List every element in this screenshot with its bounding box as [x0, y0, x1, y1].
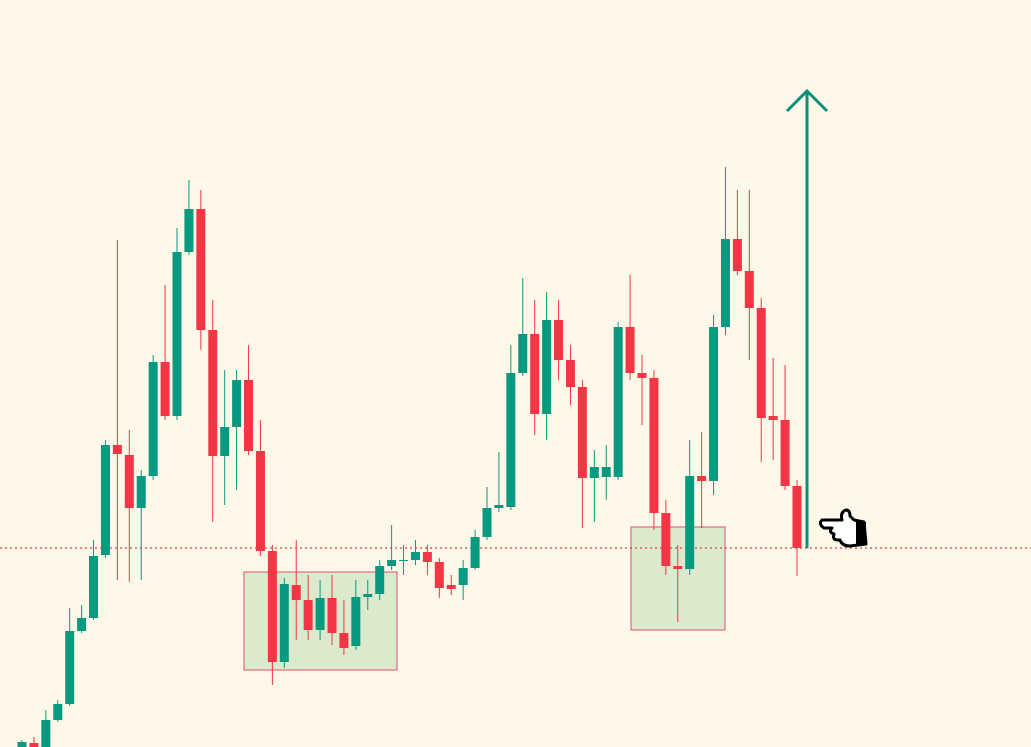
candle-body [577, 387, 587, 478]
candle-body [100, 445, 110, 555]
candle-body [470, 537, 480, 568]
candle-body [375, 566, 385, 594]
candle-body [458, 568, 468, 585]
candle-body [625, 327, 635, 373]
candle-body [673, 566, 683, 569]
candle-body [160, 362, 170, 416]
candle-body [255, 451, 265, 551]
candle-body [399, 560, 409, 561]
candle-body [148, 362, 158, 476]
candle-body [220, 427, 230, 456]
candle-body [363, 594, 373, 597]
candle-body [422, 552, 432, 562]
candle-body [732, 239, 742, 271]
candle-body [518, 334, 528, 373]
candle-body [77, 618, 87, 631]
candle-body [267, 551, 277, 662]
candle-body [339, 633, 349, 648]
candle-body [554, 320, 564, 360]
candle-body [613, 327, 623, 477]
candle-body [685, 476, 695, 569]
candle-body [482, 508, 492, 537]
candle-body [530, 334, 540, 414]
candle-body [601, 467, 611, 477]
candle-body [387, 560, 397, 566]
candle-body [244, 380, 254, 451]
candle-body [589, 467, 599, 478]
candle-body [89, 556, 99, 618]
candle-body [709, 327, 719, 481]
candle-body [506, 373, 516, 507]
candle-body [410, 552, 420, 560]
pointing-hand [818, 508, 868, 548]
candles [17, 167, 802, 747]
candle-body [756, 308, 766, 418]
target-arrow [785, 88, 829, 548]
candle-body [124, 455, 134, 508]
candle-body [661, 513, 671, 566]
candle-body [136, 476, 146, 508]
candle-body [649, 378, 659, 513]
candle-body [768, 416, 778, 420]
candle-body [565, 360, 575, 387]
candle-body [351, 597, 361, 646]
candle-body [53, 704, 63, 720]
candle-body [232, 380, 242, 427]
candle-body [41, 720, 51, 747]
candle-body [327, 598, 337, 633]
hand-outline [818, 508, 868, 548]
candle-body [315, 598, 325, 630]
candle-body [172, 252, 182, 416]
candle-body [196, 209, 206, 330]
candle-body [112, 445, 122, 454]
candle-body [303, 600, 313, 630]
candle-body [494, 505, 504, 508]
candle-body [208, 330, 218, 456]
candle-body [637, 373, 647, 378]
candle-body [65, 631, 75, 704]
candle-body [542, 320, 552, 414]
candle-body [780, 420, 790, 486]
candle-body [446, 585, 456, 589]
candle-body [279, 584, 289, 662]
arrow-head [785, 88, 829, 113]
candle-body [184, 209, 194, 252]
candle-body [744, 271, 754, 308]
candle-body [29, 743, 39, 747]
candle-body [720, 239, 730, 327]
candle-body [697, 476, 707, 481]
candle-body [792, 486, 802, 548]
candle-body [17, 742, 27, 747]
hand-cuff [856, 522, 866, 544]
candle-body [434, 562, 444, 588]
candle-body [291, 585, 301, 600]
